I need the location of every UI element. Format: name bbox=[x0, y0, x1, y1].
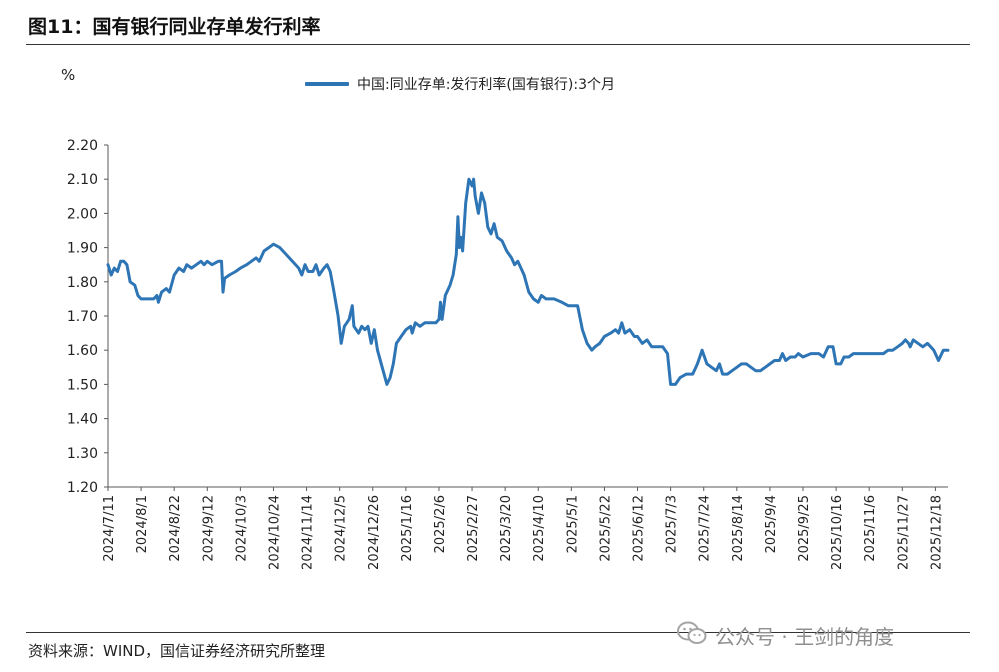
y-tick-label: 2.10 bbox=[67, 172, 98, 188]
x-tick-label: 2025/3/20 bbox=[499, 495, 514, 562]
y-axis-unit-label: % bbox=[61, 66, 76, 84]
x-tick-label: 2025/2/27 bbox=[466, 495, 481, 562]
y-tick-label: 1.60 bbox=[67, 343, 98, 359]
x-tick-label: 2025/2/6 bbox=[433, 495, 448, 553]
y-tick-label: 1.30 bbox=[67, 446, 98, 462]
x-tick-label: 2024/11/14 bbox=[301, 495, 316, 570]
source-note: 资料来源：WIND，国信证券经济研究所整理 bbox=[28, 642, 326, 660]
x-tick-label: 2025/5/22 bbox=[598, 495, 613, 562]
x-tick-label: 2025/11/6 bbox=[863, 495, 878, 562]
wechat-icon bbox=[677, 620, 707, 650]
chart-title: 图11：国有银行同业存单发行利率 bbox=[28, 16, 321, 38]
watermark: 公众号 · 王剑的角度 bbox=[677, 620, 894, 650]
x-tick-label: 2025/8/14 bbox=[731, 495, 746, 562]
x-tick-label: 2024/9/12 bbox=[201, 495, 216, 562]
x-tick-label: 2024/10/24 bbox=[267, 495, 282, 570]
x-tick-label: 2024/12/26 bbox=[367, 495, 382, 570]
x-tick-label: 2024/8/1 bbox=[135, 495, 150, 553]
x-tick-label: 2025/9/4 bbox=[764, 495, 779, 553]
y-tick-label: 1.40 bbox=[67, 412, 98, 428]
y-tick-label: 1.70 bbox=[67, 309, 98, 325]
y-tick-label: 2.00 bbox=[67, 206, 98, 222]
x-tick-label: 2025/10/16 bbox=[830, 495, 845, 570]
series-layer bbox=[106, 177, 950, 386]
y-tick-label: 1.50 bbox=[67, 377, 98, 393]
axes: 2.20 2.10 2.00 1.90 1.80 1.70 1.60 1.50 1.40 1.30… bbox=[67, 138, 948, 570]
x-tick-label: 2024/8/22 bbox=[168, 495, 183, 562]
x-tick-label: 2025/5/1 bbox=[565, 495, 580, 553]
y-tick-label: 1.20 bbox=[67, 480, 98, 496]
watermark-text: 公众号 · 王剑的角度 bbox=[715, 624, 895, 649]
y-tick-label: 1.80 bbox=[67, 275, 98, 291]
legend-swatch bbox=[305, 82, 349, 86]
x-tick-label: 2024/12/5 bbox=[334, 495, 349, 562]
y-tick-label: 1.90 bbox=[67, 241, 98, 257]
x-tick-label: 2025/9/25 bbox=[797, 495, 812, 562]
legend: 中国:同业存单:发行利率(国有银行):3个月 bbox=[305, 75, 615, 93]
x-tick-label: 2025/7/3 bbox=[665, 495, 680, 553]
source-rule bbox=[26, 632, 970, 633]
x-tick-label: 2025/12/18 bbox=[929, 495, 944, 570]
y-tick-label: 2.20 bbox=[67, 138, 98, 154]
x-tick-label: 2025/1/16 bbox=[400, 495, 415, 562]
x-tick-label: 2025/6/12 bbox=[632, 495, 647, 562]
legend-label: 中国:同业存单:发行利率(国有银行):3个月 bbox=[357, 77, 615, 93]
x-tick-label: 2025/11/27 bbox=[896, 495, 911, 570]
x-tick-label: 2025/4/10 bbox=[532, 495, 547, 562]
x-tick-label: 2025/7/24 bbox=[698, 495, 713, 562]
x-tick-label: 2024/10/3 bbox=[234, 495, 249, 562]
series-line bbox=[106, 177, 950, 386]
title-rule bbox=[26, 44, 970, 45]
x-tick-label: 2024/7/11 bbox=[102, 495, 117, 562]
